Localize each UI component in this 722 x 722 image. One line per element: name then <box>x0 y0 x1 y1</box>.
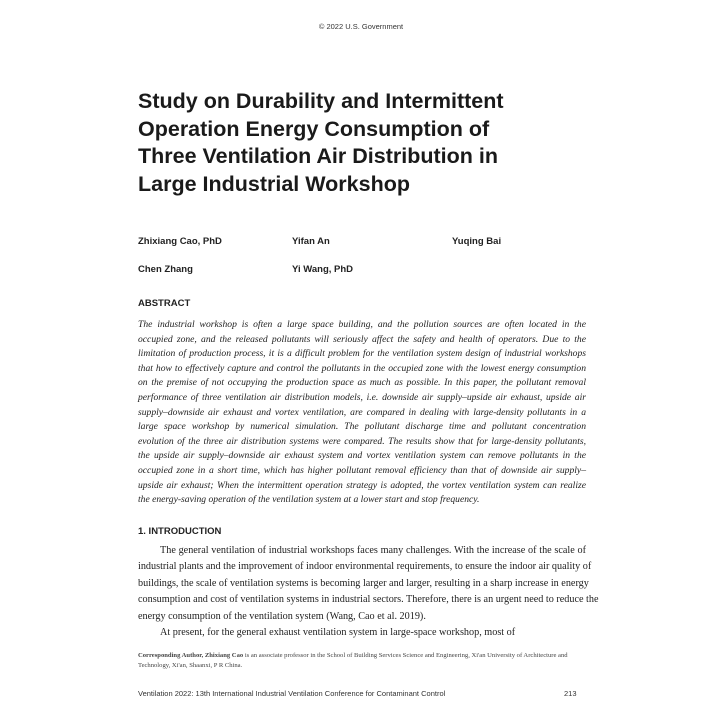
text-line: The industrial workshop is often a large… <box>138 319 586 330</box>
title-line: Large Industrial Workshop <box>138 171 410 196</box>
text-line: The general ventilation of industrial wo… <box>160 545 586 556</box>
author: Chen Zhang <box>138 264 193 275</box>
text-line: industrial plants and the improvement of… <box>138 561 592 573</box>
introduction-heading: 1. INTRODUCTION <box>138 526 222 537</box>
text-line: consumption and cost of ventilation syst… <box>138 594 599 606</box>
text-line: limitation of production process, it is … <box>138 348 586 360</box>
text-line: performance of three ventilation air dis… <box>138 392 586 403</box>
copyright-notice: © 2022 U.S. Government <box>318 22 404 31</box>
text-line: large space workshop by numerical simula… <box>138 421 586 433</box>
author: Yi Wang, PhD <box>292 264 354 275</box>
page-number: 213 <box>564 689 577 698</box>
abstract-heading: ABSTRACT <box>138 298 191 309</box>
paper-title: Study on Durability and Intermittent Ope… <box>138 88 504 198</box>
footer-conference: Ventilation 2022: 13th International Ind… <box>138 689 446 698</box>
author: Yifan An <box>292 236 330 247</box>
text-line: that how to effectively capture and cont… <box>138 362 586 374</box>
text-line: buildings, the scale of ventilation syst… <box>138 577 589 589</box>
author: Yuqing Bai <box>452 236 502 247</box>
corresponding-author-footnote: Corresponding Author, Zhixiang Cao is an… <box>138 651 588 671</box>
text-line: supply–downside air exhaust and vortex v… <box>138 406 586 418</box>
text-line: occupied zone in a short time, which has… <box>138 465 586 476</box>
title-line: Study on Durability and Intermittent <box>138 89 504 113</box>
text-line: upside air exhaust; When the intermitten… <box>138 479 586 491</box>
text-line: evolution of the three air distribution … <box>138 435 586 447</box>
footnote-author: Corresponding Author, Zhixiang Cao <box>138 652 244 659</box>
author: Zhixiang Cao, PhD <box>138 236 222 247</box>
text-line: energy consumption of the ventilation sy… <box>138 610 426 622</box>
text-line: occupied zone, and the released pollutan… <box>138 333 586 345</box>
text-line: At present, for the general exhaust vent… <box>160 627 516 638</box>
text-line: on the premise of not occupying the prod… <box>138 377 586 389</box>
title-line: Three Ventilation Air Distribution in <box>138 144 498 168</box>
title-line: Operation Energy Consumption of <box>138 116 490 141</box>
text-line: the energy-saving operation of the venti… <box>138 494 480 506</box>
footnote-text: is an associate professor in the School … <box>138 652 568 669</box>
text-line: the upside air supply–downside air exhau… <box>138 450 586 462</box>
